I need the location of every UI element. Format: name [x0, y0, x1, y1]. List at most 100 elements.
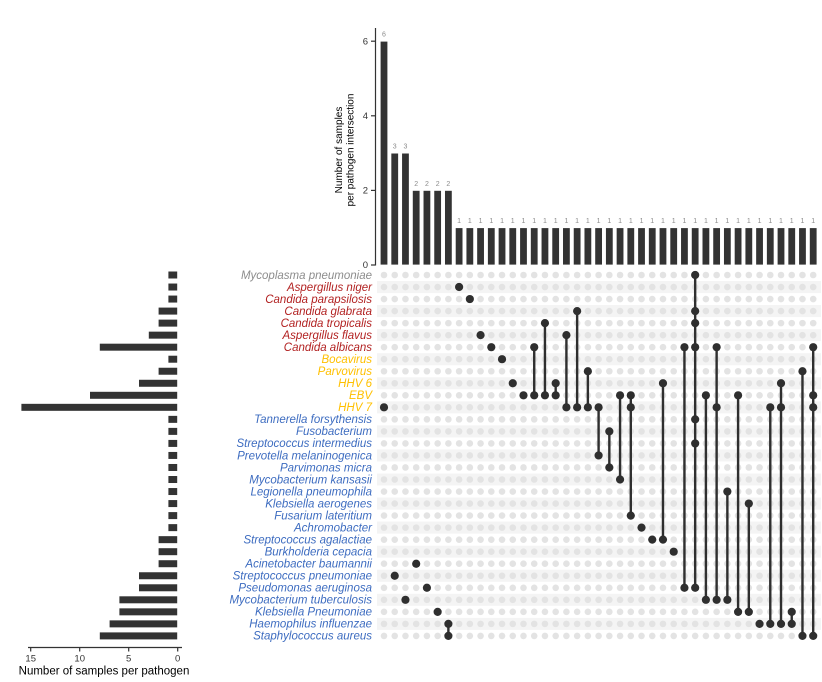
- matrix-dot-empty: [552, 307, 559, 315]
- matrix-dot-empty: [788, 392, 796, 399]
- intersection-size-bar: [701, 227, 711, 266]
- matrix-dot-empty: [724, 283, 731, 291]
- matrix-dot-empty: [541, 428, 549, 435]
- matrix-dot-empty: [702, 355, 710, 363]
- matrix-dot-empty: [520, 584, 527, 592]
- intersection-size-bar: [809, 227, 818, 266]
- matrix-dot-empty: [498, 500, 506, 507]
- matrix-dot-empty: [766, 271, 774, 279]
- pathogen-label: Candida glabrata: [284, 306, 372, 318]
- intersection-size-bar: [454, 227, 464, 266]
- pathogen-total-bar: [157, 559, 179, 569]
- matrix-dot-empty: [423, 392, 431, 399]
- matrix-dot-empty: [498, 596, 506, 604]
- matrix-dot-empty: [466, 476, 474, 483]
- matrix-dot-empty: [552, 560, 559, 568]
- matrix-dot-empty: [412, 392, 420, 399]
- matrix-dot-empty: [595, 608, 602, 616]
- pathogen-label: Parvovirus: [318, 366, 373, 378]
- matrix-dot-empty: [552, 319, 559, 327]
- matrix-dot-empty: [498, 452, 506, 459]
- matrix-dot-filled: [519, 391, 528, 400]
- matrix-dot-empty: [466, 428, 474, 435]
- matrix-dot-empty: [584, 319, 592, 327]
- pathogen-label: Parvimonas micra: [280, 462, 372, 474]
- matrix-dot-empty: [616, 307, 624, 315]
- pathogen-total-bar: [157, 547, 179, 557]
- matrix-dot-empty: [466, 355, 474, 363]
- matrix-dot-empty: [498, 440, 506, 447]
- matrix-dot-empty: [756, 392, 763, 399]
- matrix-dot-filled: [691, 319, 700, 328]
- matrix-dot-empty: [745, 283, 753, 291]
- matrix-dot-empty: [445, 319, 452, 327]
- matrix-dot-empty: [638, 464, 645, 471]
- intersection-count-label: 1: [682, 218, 686, 225]
- matrix-dot-empty: [584, 295, 592, 303]
- matrix-dot-empty: [380, 367, 388, 375]
- matrix-dot-empty: [498, 584, 506, 592]
- matrix-dot-empty: [412, 572, 420, 580]
- matrix-dot-empty: [488, 355, 495, 363]
- matrix-dot-empty: [498, 283, 506, 291]
- matrix-dot-empty: [756, 452, 763, 459]
- matrix-dot-empty: [659, 596, 667, 604]
- matrix-dot-empty: [466, 392, 474, 399]
- matrix-dot-empty: [552, 548, 559, 555]
- matrix-dot-empty: [530, 271, 538, 279]
- matrix-dot-empty: [455, 452, 463, 459]
- matrix-dot-empty: [799, 307, 806, 315]
- matrix-dot-empty: [777, 283, 785, 291]
- matrix-dot-empty: [584, 283, 592, 291]
- matrix-dot-empty: [445, 548, 452, 555]
- matrix-dot-filled: [744, 499, 753, 508]
- matrix-dot-empty: [745, 632, 753, 640]
- matrix-dot-empty: [648, 608, 656, 616]
- matrix-dot-empty: [573, 632, 581, 640]
- matrix-dot-empty: [541, 476, 549, 483]
- matrix-dot-empty: [402, 404, 409, 411]
- intersection-count-label: 2: [446, 181, 450, 188]
- matrix-dot-empty: [423, 464, 431, 471]
- matrix-dot-empty: [788, 295, 796, 303]
- matrix-dot-empty: [638, 476, 645, 483]
- matrix-dot-filled: [605, 463, 614, 472]
- matrix-dot-empty: [466, 343, 474, 351]
- matrix-dot-empty: [756, 295, 763, 303]
- matrix-dot-empty: [745, 295, 753, 303]
- matrix-dot-empty: [477, 307, 484, 315]
- matrix-dot-empty: [638, 416, 645, 423]
- matrix-dot-empty: [380, 440, 388, 447]
- matrix-dot-empty: [809, 319, 817, 327]
- matrix-dot-empty: [509, 560, 517, 568]
- matrix-dot-filled: [562, 403, 571, 412]
- matrix-dot-empty: [595, 379, 602, 387]
- matrix-dot-empty: [530, 452, 538, 459]
- matrix-dot-empty: [638, 632, 645, 640]
- matrix-dot-empty: [477, 343, 484, 351]
- matrix-dot-filled: [412, 559, 421, 568]
- matrix-dot-empty: [530, 572, 538, 580]
- intersection-count-label: 1: [607, 218, 611, 225]
- matrix-dot-empty: [606, 608, 613, 616]
- matrix-dot-empty: [659, 343, 667, 351]
- matrix-dot-empty: [584, 331, 592, 339]
- matrix-dot-empty: [788, 512, 796, 519]
- matrix-dot-empty: [380, 632, 388, 640]
- matrix-dot-empty: [391, 584, 399, 592]
- matrix-dot-empty: [702, 632, 710, 640]
- intersection-count-label: 1: [640, 218, 644, 225]
- matrix-dot-empty: [509, 596, 517, 604]
- matrix-dot-empty: [466, 331, 474, 339]
- matrix-dot-empty: [477, 379, 484, 387]
- matrix-dot-empty: [488, 548, 495, 555]
- matrix-dot-empty: [498, 271, 506, 279]
- matrix-dot-empty: [745, 271, 753, 279]
- matrix-dot-empty: [659, 584, 667, 592]
- matrix-dot-empty: [498, 632, 506, 640]
- matrix-dot-empty: [734, 271, 742, 279]
- pathogen-total-bar: [167, 462, 179, 472]
- matrix-dot-empty: [509, 319, 517, 327]
- pathogen-total-bar: [167, 475, 179, 485]
